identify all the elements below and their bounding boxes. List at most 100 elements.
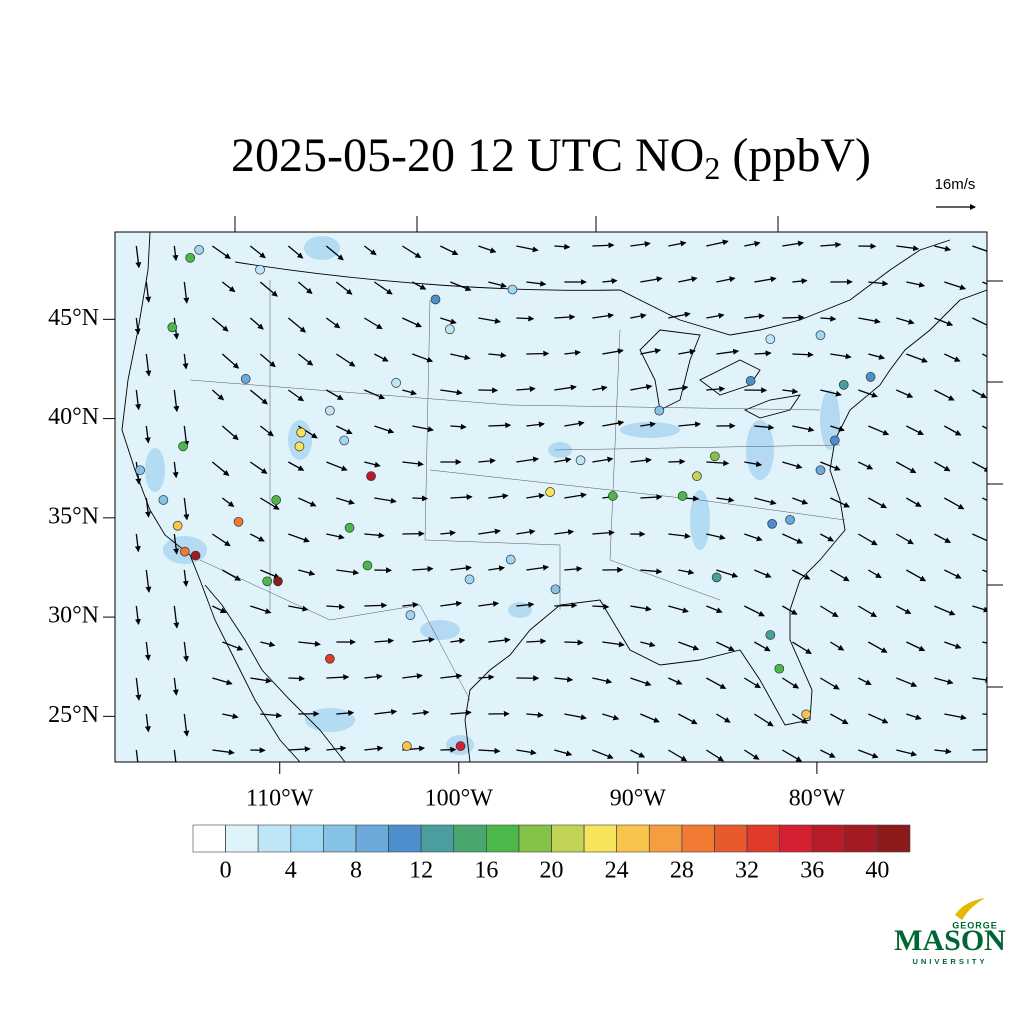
wind-arrow [288, 605, 309, 612]
station [767, 518, 777, 529]
wind-arrow [488, 422, 512, 429]
wind-arrow [868, 425, 890, 436]
wind-arrow [934, 389, 955, 401]
colorbar-box [616, 824, 650, 853]
wind-arrow [325, 245, 344, 261]
title-part: 2025-05-20 12 UTC NO [231, 129, 704, 182]
wind-arrow [259, 425, 274, 437]
wind-arrow [868, 280, 889, 287]
wind-arrow [134, 317, 141, 335]
wind-arrow [592, 242, 615, 249]
colorbar-box [290, 824, 324, 853]
wind-arrow [183, 281, 190, 304]
map-content [121, 232, 987, 762]
station [430, 294, 441, 305]
wind-arrow [820, 315, 837, 322]
wind-arrow [819, 605, 839, 618]
wind-arrow [934, 605, 956, 616]
colorbar-label: 40 [865, 858, 889, 884]
wind-arrow [668, 532, 691, 539]
wind-arrow [754, 569, 772, 578]
wind-arrow [944, 353, 961, 362]
wind-arrow [753, 713, 774, 727]
wind-arrow [630, 384, 653, 391]
wind-arrow [478, 600, 500, 607]
colorbar-box [518, 824, 552, 853]
wind-arrow [260, 712, 283, 719]
station [801, 709, 812, 720]
wind-arrow [554, 676, 574, 683]
wind-arrow [668, 240, 687, 247]
wind-arrow [858, 677, 872, 686]
wind-arrow [820, 749, 836, 758]
lon-label: 110°W [246, 786, 314, 812]
wind-arrow [678, 348, 696, 355]
wind-arrow [135, 677, 142, 701]
wind-arrow [706, 239, 729, 247]
station [709, 451, 720, 462]
wind-arrow [488, 493, 509, 500]
colorbar-box [844, 824, 878, 853]
wind-arrow [792, 569, 811, 580]
wind-arrow [896, 245, 920, 252]
wind-arrow [744, 461, 763, 468]
wind-arrow [373, 281, 393, 295]
wind-arrow [706, 460, 730, 467]
map-title: 2025-05-20 12 UTC NO2 (ppbV) [231, 129, 871, 186]
colorbar-label: 4 [285, 858, 297, 884]
station [233, 516, 244, 527]
wind-arrow [906, 425, 924, 436]
lat-label: 45°N [48, 305, 99, 331]
wind-arrow [326, 461, 348, 472]
wind-arrow [211, 317, 229, 332]
wind-arrow [792, 278, 808, 285]
wind-arrow [754, 276, 777, 283]
wind-arrow [478, 747, 501, 754]
wind-arrow [363, 245, 377, 256]
wind-arrow [554, 457, 572, 463]
wind-arrow [488, 565, 506, 572]
wind-arrow [450, 281, 472, 292]
wind-arrow [478, 674, 495, 681]
wind-arrow [630, 677, 652, 687]
wind-arrow [554, 602, 578, 609]
wind-arrow [135, 245, 142, 269]
wind-arrow [450, 637, 466, 644]
wind-arrow [212, 677, 233, 686]
wind-arrow [640, 348, 662, 355]
colorbar-box [486, 824, 520, 853]
colorbar-box [746, 824, 780, 853]
wind-arrow [374, 353, 389, 362]
wind-arrow [982, 569, 987, 573]
wind-arrow [564, 492, 587, 499]
wind-arrow [450, 423, 467, 430]
wind-arrow [706, 386, 726, 392]
wind-arrow [144, 641, 151, 661]
wind-arrow [440, 673, 463, 680]
lon-label: 90°W [610, 786, 667, 812]
wind-arrow [554, 243, 571, 250]
wind-arrow [488, 281, 507, 289]
wind-arrow [221, 497, 235, 508]
wind-arrow [706, 533, 726, 541]
wind-arrow [144, 425, 151, 444]
wind-arrow [678, 569, 695, 575]
lat-label: 40°N [48, 404, 99, 430]
wind-arrow [222, 641, 244, 651]
wind-arrow [592, 677, 613, 685]
wind-arrow [906, 353, 928, 363]
title-subscript: 2 [704, 150, 720, 186]
wind-arrow [858, 317, 881, 324]
station [158, 495, 169, 505]
logo-bottom: UNIVERSITY [912, 957, 987, 966]
colorbar-label: 36 [800, 858, 824, 884]
wind-arrow [450, 565, 472, 571]
colorbar-label: 8 [350, 858, 362, 884]
wind-arrow [782, 314, 805, 321]
map-background [115, 232, 987, 762]
wind-arrow [297, 281, 313, 295]
wind-arrow [412, 425, 434, 432]
wind-arrow [705, 749, 725, 762]
colorbar-box [551, 824, 585, 853]
colorbar-box [192, 824, 226, 853]
